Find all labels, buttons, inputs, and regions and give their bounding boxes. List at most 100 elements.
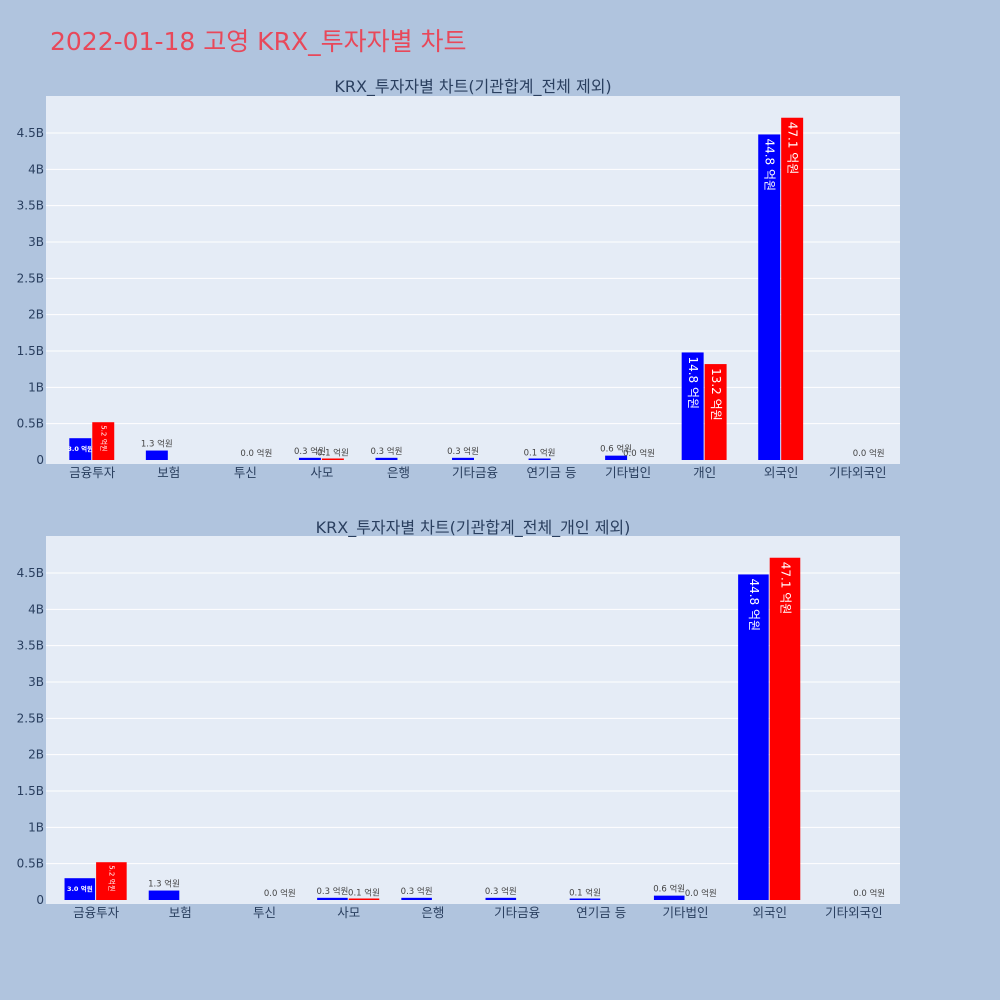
y-tick-label: 1.5B bbox=[17, 784, 44, 798]
y-tick-label: 3B bbox=[28, 235, 44, 249]
data-label: 13.2 억원 bbox=[709, 368, 723, 421]
bar bbox=[148, 890, 180, 900]
bar bbox=[69, 438, 92, 460]
bar bbox=[528, 458, 551, 460]
x-tick-label: 기타법인 bbox=[662, 905, 708, 920]
data-label: 0.0 억원 bbox=[685, 888, 717, 899]
data-label: 0.1 억원 bbox=[317, 447, 349, 458]
y-tick-label: 3.5B bbox=[17, 639, 44, 653]
data-label: 47.1 억원 bbox=[786, 122, 800, 175]
y-tick-label: 0.5B bbox=[17, 857, 44, 871]
data-label: 0.0 억원 bbox=[853, 448, 885, 459]
data-label: 0.3 억원 bbox=[485, 886, 517, 897]
bar bbox=[348, 898, 380, 900]
x-tick-label: 보험 bbox=[157, 465, 180, 480]
y-tick-label: 4B bbox=[28, 602, 44, 616]
y-tick-label: 0.5B bbox=[17, 417, 44, 431]
x-tick-label: 은행 bbox=[387, 465, 410, 480]
data-label: 0.3 억원 bbox=[447, 446, 479, 457]
bar bbox=[485, 897, 517, 900]
x-tick-label: 외국인 bbox=[764, 465, 799, 480]
bar bbox=[401, 897, 432, 900]
data-label: 0.6 억원 bbox=[600, 444, 632, 455]
bar bbox=[145, 450, 168, 460]
data-label: 1.3 억원 bbox=[141, 439, 173, 450]
data-label: 44.8 억원 bbox=[747, 578, 761, 631]
y-tick-label: 0 bbox=[36, 893, 44, 907]
bar bbox=[452, 457, 474, 460]
plot-area bbox=[46, 96, 900, 464]
chart-2: 0 0.5B 1B 1.5B 2B 2.5B 3B 3.5B 4B 4.5B KRX_투자자별 차트… bbox=[17, 518, 900, 920]
y-tick-label: 2B bbox=[28, 308, 44, 322]
data-label: 0.6 억원 bbox=[653, 884, 685, 895]
data-label: 0.0 억원 bbox=[853, 888, 885, 899]
x-tick-label: 연기금 등 bbox=[576, 905, 626, 920]
y-tick-label: 2.5B bbox=[17, 271, 44, 285]
chart-title: KRX_투자자별 차트(기관합계_전체_개인 제외) bbox=[316, 518, 631, 538]
x-tick-label: 기타외국인 bbox=[825, 905, 883, 920]
bar bbox=[605, 455, 628, 460]
data-label: 0.3 억원 bbox=[401, 886, 433, 897]
x-tick-label: 금융투자 bbox=[69, 465, 116, 480]
x-tick-label: 개인 bbox=[693, 465, 716, 480]
data-label: 0.1 억원 bbox=[569, 887, 601, 898]
data-label: 47.1 억원 bbox=[778, 562, 792, 615]
y-tick-label: 2B bbox=[28, 748, 44, 762]
bar bbox=[769, 557, 801, 900]
data-label: 5.2 억원 bbox=[107, 865, 116, 891]
chart-1: 0 0.5B 1B 1.5B 2B 2.5B 3B 3.5B 4B 4.5B KRX_투자자별 차트… bbox=[17, 77, 900, 480]
data-label: 0.3 억원 bbox=[316, 886, 348, 897]
data-label: 5.2 억원 bbox=[99, 425, 108, 451]
bar bbox=[681, 352, 704, 460]
data-label: 0.0 억원 bbox=[623, 448, 655, 459]
data-label: 14.8 억원 bbox=[686, 356, 700, 409]
data-label: 3.0 억원 bbox=[67, 444, 93, 453]
x-tick-label: 보험 bbox=[169, 905, 192, 920]
bar bbox=[317, 897, 348, 900]
x-tick-label: 은행 bbox=[421, 905, 444, 920]
y-tick-label: 4.5B bbox=[17, 566, 44, 580]
x-tick-label: 기타금융 bbox=[494, 905, 540, 920]
x-tick-label: 사모 bbox=[310, 465, 333, 480]
bar bbox=[64, 878, 96, 900]
x-tick-label: 기타금융 bbox=[452, 465, 498, 480]
bar bbox=[298, 457, 321, 460]
bar bbox=[738, 574, 769, 900]
bar bbox=[758, 134, 781, 460]
x-tick-label: 투신 bbox=[253, 905, 276, 920]
data-label: 0.1 억원 bbox=[348, 887, 380, 898]
data-label: 0.0 억원 bbox=[240, 448, 272, 459]
bar bbox=[96, 862, 127, 900]
bar bbox=[321, 458, 344, 460]
data-label: 0.3 억원 bbox=[294, 446, 326, 457]
y-tick-label: 1.5B bbox=[17, 344, 44, 358]
x-tick-label: 외국인 bbox=[752, 905, 787, 920]
x-tick-label: 연기금 등 bbox=[527, 465, 577, 480]
y-tick-label: 0 bbox=[36, 453, 44, 467]
x-tick-label: 사모 bbox=[337, 905, 360, 920]
y-tick-label: 4B bbox=[28, 162, 44, 176]
bar bbox=[569, 898, 601, 900]
y-tick-label: 2.5B bbox=[17, 711, 44, 725]
x-tick-label: 기타법인 bbox=[605, 465, 651, 480]
y-tick-label: 3.5B bbox=[17, 199, 44, 213]
y-tick-label: 3B bbox=[28, 675, 44, 689]
y-tick-label: 1B bbox=[28, 380, 44, 394]
chart-title: KRX_투자자별 차트(기관합계_전체 제외) bbox=[334, 77, 611, 97]
x-tick-label: 금융투자 bbox=[73, 905, 120, 920]
bar bbox=[92, 422, 115, 460]
bar bbox=[653, 895, 685, 900]
y-tick-label: 1B bbox=[28, 820, 44, 834]
y-tick-label: 4.5B bbox=[17, 126, 44, 140]
page-title: 2022-01-18 고영 KRX_투자자별 차트 bbox=[50, 27, 467, 56]
bar bbox=[704, 364, 727, 460]
data-label: 0.1 억원 bbox=[524, 447, 556, 458]
data-label: 0.3 억원 bbox=[371, 446, 403, 457]
bar bbox=[375, 457, 398, 460]
data-label: 0.0 억원 bbox=[264, 888, 296, 899]
data-label: 44.8 억원 bbox=[763, 138, 777, 191]
data-label: 3.0 억원 bbox=[67, 884, 93, 893]
bar bbox=[781, 117, 804, 461]
x-tick-label: 투신 bbox=[234, 465, 257, 480]
